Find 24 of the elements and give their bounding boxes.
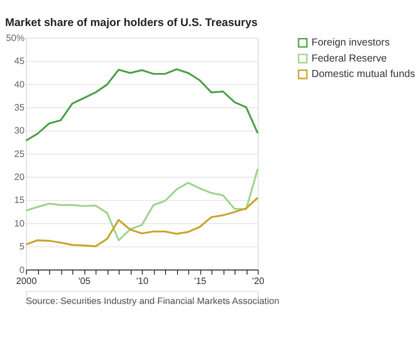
y-tick-label: 45: [14, 56, 25, 66]
line-series: [25, 168, 259, 242]
line-series: [25, 68, 259, 142]
y-tick-label: 15: [14, 195, 25, 206]
x-tick-label: 2000: [16, 276, 37, 286]
x-tick-label: '05: [78, 276, 90, 286]
y-tick-label: 25: [14, 148, 25, 159]
line-series: [25, 196, 259, 248]
y-tick-label: 30: [14, 126, 25, 136]
y-tick-label: 5: [19, 242, 25, 252]
y-tick-label: 0: [19, 264, 25, 275]
x-tick-label: '10: [136, 276, 148, 286]
y-tick-label: 40: [14, 79, 25, 90]
y-tick-label: 20: [14, 172, 25, 182]
source-note: Source: Securities Industry and Financial Markets Association: [26, 296, 280, 306]
y-tick-label: 10: [14, 218, 25, 228]
chart-title: Market share of major holders of U.S. Treasurys: [5, 17, 258, 30]
x-tick-label: '20: [252, 276, 264, 286]
x-tick-label: '15: [194, 276, 206, 286]
legend-label: Foreign investors: [312, 38, 390, 49]
y-tick-label: 50%: [6, 32, 25, 43]
legend-label: Federal Reserve: [312, 53, 388, 64]
y-tick-label: 35: [14, 102, 25, 113]
legend-label: Domestic mutual funds: [312, 69, 416, 80]
